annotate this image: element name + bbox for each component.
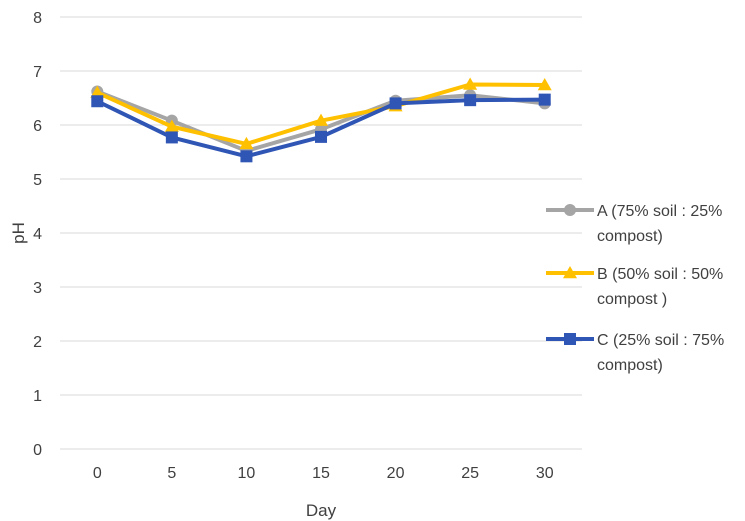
- data-point: [239, 136, 254, 150]
- legend-label: compost ): [597, 291, 667, 308]
- series-layer: [90, 77, 552, 163]
- legend-marker: [564, 204, 576, 216]
- x-tick-label: 15: [312, 465, 330, 482]
- x-tick-label: 20: [387, 465, 405, 482]
- y-tick-label: 7: [33, 64, 42, 81]
- x-tick-label: 0: [93, 465, 102, 482]
- grid-lines: [60, 16, 582, 450]
- data-point: [164, 119, 179, 132]
- y-tick-label: 4: [33, 226, 42, 243]
- data-point: [315, 130, 327, 143]
- series-c: [91, 93, 551, 163]
- y-tick-label: 5: [33, 172, 42, 189]
- y-axis-ticks: 0 1 2 3 4 5 6 7 8: [33, 10, 42, 459]
- legend-label: A (75% soil : 25%: [597, 203, 722, 220]
- data-point: [240, 150, 253, 163]
- legend: A (75% soil : 25% compost) B (50% soil : 5…: [546, 203, 724, 374]
- y-tick-label: 2: [33, 334, 42, 351]
- legend-item-b: B (50% soil : 50% compost ): [546, 266, 723, 308]
- x-axis-ticks: 0 5 10 15 20 25 30: [93, 465, 554, 482]
- data-point: [91, 95, 104, 108]
- legend-item-c: C (25% soil : 75% compost): [546, 332, 724, 374]
- data-point: [314, 113, 328, 126]
- x-tick-label: 30: [536, 465, 554, 482]
- x-axis-label: Day: [306, 501, 337, 520]
- data-point: [538, 93, 551, 106]
- legend-label: compost): [597, 357, 663, 374]
- legend-label: C (25% soil : 75%: [597, 332, 724, 349]
- data-point: [165, 131, 178, 144]
- data-point: [463, 77, 478, 90]
- y-tick-label: 8: [33, 10, 42, 27]
- data-point: [389, 97, 402, 110]
- y-tick-label: 6: [33, 118, 42, 135]
- data-point: [537, 78, 552, 91]
- y-tick-label: 0: [33, 442, 42, 459]
- x-tick-label: 25: [461, 465, 479, 482]
- data-point: [90, 85, 105, 98]
- x-tick-label: 10: [238, 465, 256, 482]
- legend-marker: [564, 333, 576, 345]
- legend-marker: [563, 266, 577, 279]
- x-tick-label: 5: [167, 465, 176, 482]
- y-tick-label: 3: [33, 280, 42, 297]
- data-point: [464, 94, 477, 107]
- y-tick-label: 1: [33, 388, 42, 405]
- legend-item-a: A (75% soil : 25% compost): [546, 203, 722, 245]
- legend-label: B (50% soil : 50%: [597, 266, 723, 283]
- y-axis-label: pH: [9, 222, 28, 244]
- legend-label: compost): [597, 228, 663, 245]
